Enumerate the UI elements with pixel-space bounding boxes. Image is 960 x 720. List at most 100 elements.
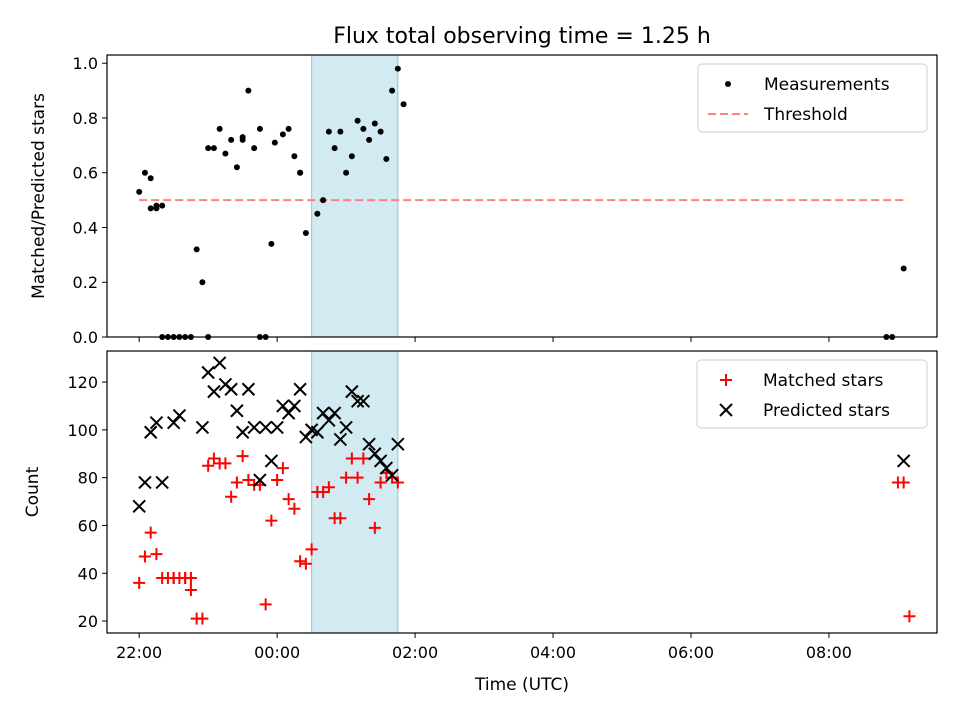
predicted-star-marker [333, 432, 348, 447]
predicted-star-marker [155, 475, 169, 490]
y-tick-label: 0.2 [73, 273, 98, 292]
x-tick-label: 00:00 [254, 643, 300, 662]
legend-box [697, 63, 928, 133]
predicted-star-marker [391, 437, 405, 451]
legend: Matched stars Predicted stars [696, 359, 928, 429]
observing-window-band [311, 54, 399, 338]
matched-star-marker [196, 612, 209, 625]
y-tick-label: 60 [78, 516, 98, 535]
matched-star-marker [363, 493, 376, 506]
top-panel: 0.0 0.2 0.4 0.6 0.8 1.0 Matched/Predicted star… [29, 54, 938, 347]
predicted-star-marker [287, 399, 302, 413]
y-tick-label: 0.6 [73, 164, 98, 183]
matched-star-marker [184, 572, 197, 585]
matched-star-marker [357, 452, 370, 465]
matched-star-marker [305, 543, 318, 556]
matched-star-marker [202, 459, 215, 472]
measurement-point [141, 169, 148, 176]
measurement-point [320, 197, 327, 204]
matched-star-marker [897, 476, 910, 489]
matched-star-marker [133, 576, 146, 589]
y-tick-label: 100 [67, 421, 98, 440]
matched-star-marker [138, 550, 151, 563]
predicted-star-marker [379, 461, 394, 475]
matched-star-marker [265, 514, 278, 527]
predicted-star-marker [270, 420, 284, 435]
measurement-point [216, 125, 223, 132]
matched-star-marker [276, 462, 289, 475]
measurement-point [239, 136, 246, 143]
predicted-star-marker [166, 415, 181, 430]
predicted-star-marker [362, 437, 376, 451]
measurement-point [233, 164, 240, 171]
measurement-point [228, 136, 235, 143]
measurement-point [314, 210, 321, 217]
measurement-point [285, 125, 292, 132]
predicted-star-marker [172, 408, 187, 423]
predicted-star-marker [132, 499, 146, 514]
predicted-star-marker [339, 420, 353, 435]
measurement-point [153, 202, 160, 209]
legend-box [696, 359, 928, 429]
matched-star-marker [219, 457, 232, 470]
predicted-star-marker [235, 425, 250, 439]
x-tick-label: 04:00 [530, 643, 576, 662]
measurement-point [348, 153, 355, 160]
predicted-star-marker [149, 415, 164, 430]
y-tick-label: 80 [78, 469, 98, 488]
y-tick-label: 40 [78, 564, 98, 583]
y-tick-label: 120 [67, 373, 98, 392]
matched-star-marker [282, 493, 295, 506]
x-tick-label: 08:00 [806, 643, 852, 662]
matched-star-marker [225, 490, 238, 503]
predicted-star-marker [345, 384, 359, 399]
predicted-star-marker [195, 420, 210, 435]
measurement-point [222, 150, 229, 157]
matched-star-marker [230, 476, 243, 489]
matched-star-marker [351, 471, 364, 484]
measurement-point [199, 279, 206, 286]
matched-star-marker [259, 598, 272, 611]
matched-star-marker [150, 548, 163, 561]
measurement-point [389, 87, 396, 94]
predicted-star-marker [327, 406, 342, 420]
matched-star-marker [236, 450, 249, 463]
predicted-star-marker [316, 406, 330, 420]
predicted-star-marker [293, 382, 307, 396]
measurement-point [302, 229, 309, 236]
axes-frame [106, 350, 938, 634]
predicted-star-marker [385, 468, 399, 482]
x-tick-label: 06:00 [668, 643, 714, 662]
y-tick-label: 0.4 [73, 218, 98, 237]
matched-star-marker [294, 555, 307, 568]
measurement-point [136, 188, 143, 195]
measurement-point [147, 175, 154, 182]
measurement-point [900, 265, 907, 272]
legend-label: Matched stars [763, 371, 883, 391]
measurement-point [245, 87, 252, 94]
measurement-point [271, 139, 278, 146]
legend-measurement-marker [725, 81, 731, 87]
legend-label: Measurements [764, 75, 890, 95]
legend-predicted-marker [719, 403, 733, 417]
predicted-star-marker [373, 454, 388, 468]
predicted-star-marker [322, 413, 336, 428]
predicted-star-marker [201, 365, 215, 380]
matched-star-marker [340, 471, 353, 484]
matched-star-marker [334, 512, 347, 525]
measurement-point [360, 125, 367, 132]
matched-star-marker [345, 452, 358, 465]
measurement-point [331, 145, 338, 152]
measurement-point [291, 153, 298, 160]
predicted-star-marker [241, 382, 256, 396]
measurement-point [159, 202, 166, 209]
predicted-star-marker [350, 394, 365, 408]
y-axis-label: Matched/Predicted stars [29, 93, 49, 299]
matched-star-marker [374, 476, 387, 489]
measurement-point [268, 240, 275, 247]
predicted-star-marker [207, 384, 221, 399]
measurement-point [400, 101, 407, 108]
predicted-star-marker [224, 382, 238, 396]
matched-star-marker [903, 610, 916, 623]
